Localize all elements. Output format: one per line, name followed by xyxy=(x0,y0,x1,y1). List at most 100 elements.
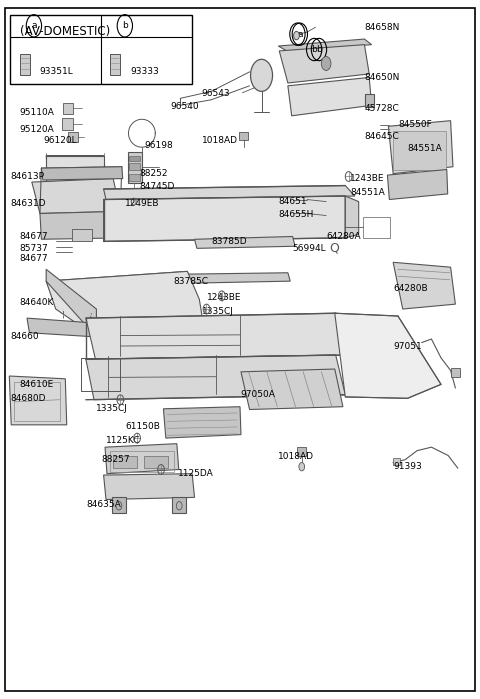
Text: 96540: 96540 xyxy=(170,102,199,111)
Text: 84631D: 84631D xyxy=(10,199,46,208)
Text: 97051: 97051 xyxy=(393,342,422,350)
Text: b: b xyxy=(312,45,317,54)
Text: 1125DA: 1125DA xyxy=(178,469,214,478)
Text: 1243BE: 1243BE xyxy=(350,174,384,183)
Text: 84551A: 84551A xyxy=(408,144,442,153)
Polygon shape xyxy=(41,167,123,180)
Text: 84745D: 84745D xyxy=(140,182,175,192)
Text: 1243BE: 1243BE xyxy=(206,294,241,303)
Text: 84551A: 84551A xyxy=(350,188,385,197)
Text: 93351L: 93351L xyxy=(39,67,73,76)
Bar xyxy=(128,152,142,183)
Text: 84645C: 84645C xyxy=(364,132,399,141)
Text: a: a xyxy=(297,29,302,38)
Bar xyxy=(81,358,120,391)
Text: 1018AD: 1018AD xyxy=(278,452,314,461)
Bar xyxy=(10,15,192,85)
Bar xyxy=(63,103,73,114)
Bar xyxy=(144,456,168,468)
Bar xyxy=(393,458,400,465)
Polygon shape xyxy=(86,313,344,359)
Bar xyxy=(239,132,248,140)
Text: 97050A: 97050A xyxy=(240,390,275,399)
Text: 84550F: 84550F xyxy=(398,120,432,129)
Polygon shape xyxy=(194,236,295,248)
Text: 95110A: 95110A xyxy=(20,108,55,117)
Polygon shape xyxy=(393,262,456,309)
Bar xyxy=(113,456,137,468)
Polygon shape xyxy=(105,444,179,474)
Polygon shape xyxy=(104,185,355,199)
Bar xyxy=(20,54,30,75)
Polygon shape xyxy=(345,196,359,238)
Text: 84635A: 84635A xyxy=(87,500,121,509)
Polygon shape xyxy=(387,170,448,199)
Text: a: a xyxy=(31,21,36,30)
Text: 84655H: 84655H xyxy=(278,210,313,219)
Bar xyxy=(110,451,174,472)
Text: 91393: 91393 xyxy=(393,461,422,470)
Polygon shape xyxy=(241,369,343,410)
Text: b: b xyxy=(122,21,128,30)
Text: 85737: 85737 xyxy=(20,244,48,253)
Text: 84677: 84677 xyxy=(20,254,48,264)
Text: 83785C: 83785C xyxy=(173,277,208,286)
Bar xyxy=(365,94,374,107)
Text: 88257: 88257 xyxy=(101,455,130,464)
Bar xyxy=(129,156,141,161)
Text: 1335CJ: 1335CJ xyxy=(96,404,128,413)
Circle shape xyxy=(299,463,305,471)
Text: 1018AD: 1018AD xyxy=(202,136,238,145)
Text: 95120A: 95120A xyxy=(20,125,55,134)
Text: 1335CJ: 1335CJ xyxy=(202,307,234,316)
Circle shape xyxy=(322,57,331,71)
Polygon shape xyxy=(86,355,345,400)
Text: 96120L: 96120L xyxy=(44,136,77,145)
Bar xyxy=(62,118,73,131)
Text: 93333: 93333 xyxy=(130,67,159,76)
Text: 64280B: 64280B xyxy=(393,284,428,293)
Polygon shape xyxy=(46,156,106,183)
Polygon shape xyxy=(9,376,67,425)
Bar xyxy=(363,217,390,238)
Polygon shape xyxy=(46,271,197,309)
Text: 84680D: 84680D xyxy=(10,394,46,403)
Text: 84610E: 84610E xyxy=(20,380,54,389)
Circle shape xyxy=(251,59,273,92)
Polygon shape xyxy=(40,211,121,239)
Bar xyxy=(129,174,141,180)
Text: 84650N: 84650N xyxy=(364,73,400,82)
Polygon shape xyxy=(104,196,345,241)
Bar xyxy=(72,229,92,241)
Text: 64280A: 64280A xyxy=(326,232,361,241)
Text: 45728C: 45728C xyxy=(364,104,399,113)
Text: 84658N: 84658N xyxy=(364,22,400,31)
Polygon shape xyxy=(388,121,453,174)
Polygon shape xyxy=(172,498,186,514)
Text: 84651: 84651 xyxy=(278,197,307,206)
Text: 56994L: 56994L xyxy=(293,244,326,253)
Text: 1249EB: 1249EB xyxy=(125,199,160,208)
Text: b: b xyxy=(316,45,322,54)
Polygon shape xyxy=(288,78,372,116)
Text: 84613P: 84613P xyxy=(10,172,44,181)
Text: 1125KC: 1125KC xyxy=(106,435,141,445)
Polygon shape xyxy=(185,273,290,283)
Text: 88252: 88252 xyxy=(140,169,168,178)
Polygon shape xyxy=(163,407,241,438)
Bar xyxy=(14,382,60,421)
Polygon shape xyxy=(112,498,126,514)
Polygon shape xyxy=(279,45,369,83)
Text: 96543: 96543 xyxy=(202,89,230,98)
Polygon shape xyxy=(46,156,104,180)
Text: 61150B: 61150B xyxy=(125,421,160,431)
Text: 84677: 84677 xyxy=(20,232,48,241)
Bar xyxy=(68,132,78,142)
Text: 83785D: 83785D xyxy=(211,237,247,246)
Bar xyxy=(393,131,446,170)
Text: 84660: 84660 xyxy=(10,333,39,341)
Circle shape xyxy=(294,31,300,40)
Polygon shape xyxy=(27,318,96,337)
Text: (AV-DOMESTIC): (AV-DOMESTIC) xyxy=(20,25,110,38)
Polygon shape xyxy=(46,269,96,337)
